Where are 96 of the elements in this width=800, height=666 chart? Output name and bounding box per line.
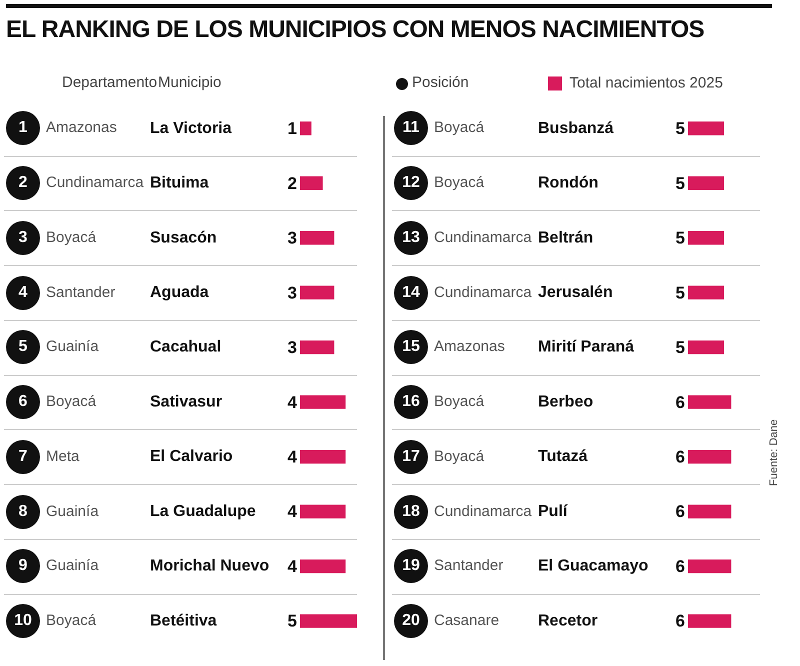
data-label: 4 (288, 556, 298, 576)
text: Guainía (46, 338, 99, 356)
y-tick-label: Berbeo (538, 393, 594, 410)
data-label: 5 (676, 228, 685, 248)
y-tick-label: Betéitiva (150, 612, 217, 630)
data-label: 2 (288, 174, 297, 193)
text: Cundinamarca (46, 174, 144, 192)
text: 12 (394, 166, 428, 200)
text: 8 (6, 494, 40, 529)
text: 4 (6, 276, 40, 310)
data-label: 4 (288, 392, 298, 412)
bar (300, 614, 357, 628)
data-label: 3 (288, 228, 297, 248)
bar (300, 340, 334, 354)
text: Cundinamarca (434, 502, 532, 520)
text: Amazonas (46, 119, 117, 136)
text: Guainía (46, 502, 99, 520)
y-tick-label: La Guadalupe (150, 502, 256, 520)
text: 7 (6, 440, 40, 474)
text: 19 (394, 549, 428, 584)
y-tick-label: Mirití Paraná (538, 338, 634, 356)
data-label: 1 (288, 119, 297, 138)
y-tick-label: Morichal Nuevo (150, 558, 270, 575)
text: Meta (46, 448, 80, 465)
bar (300, 286, 334, 300)
text: Santander (434, 557, 504, 574)
data-label: 5 (676, 119, 685, 138)
legend-label: Total nacimientos 2025 (570, 74, 723, 92)
text: 6 (6, 385, 40, 420)
text: 20 (394, 604, 428, 638)
y-tick-label: Recetor (538, 612, 598, 630)
text: 11 (394, 111, 428, 146)
text: Cundinamarca (434, 228, 532, 246)
y-tick-label: Busbanzá (538, 120, 614, 137)
text: Boyacá (434, 448, 484, 465)
bar (300, 231, 334, 245)
y-tick-label: Tutazá (538, 448, 588, 466)
y-tick-label: Bituima (150, 174, 209, 192)
bar (300, 450, 346, 464)
text: Boyacá (46, 228, 96, 246)
text: 5 (6, 330, 40, 364)
bar (300, 395, 346, 409)
text: Cundinamarca (434, 284, 532, 301)
data-label: 4 (288, 447, 298, 466)
data-label: 3 (288, 338, 297, 358)
text: 9 (6, 549, 40, 584)
text: Amazonas (434, 338, 505, 356)
bar (300, 504, 346, 518)
text: 1 (6, 111, 40, 146)
data-label: 3 (288, 283, 297, 302)
y-tick-label: Aguada (150, 284, 209, 301)
y-tick-label: Jerusalén (538, 284, 613, 301)
y-tick-label: Rondón (538, 174, 598, 192)
text: Boyacá (434, 393, 484, 410)
data-label: 4 (288, 502, 298, 522)
data-label: 6 (676, 447, 685, 466)
y-tick-label: Beltrán (538, 229, 594, 246)
text: Santander (46, 284, 116, 301)
text: 3 (6, 220, 40, 255)
data-label: 6 (676, 502, 685, 522)
y-tick-label: El Calvario (150, 448, 233, 466)
data-label: 6 (676, 556, 685, 576)
data-label: 6 (676, 612, 685, 631)
y-tick-label: El Guacamayo (538, 558, 648, 575)
text: Boyacá (434, 119, 484, 136)
text: 18 (394, 494, 428, 529)
data-label: 5 (676, 174, 685, 193)
source-note: Fuente: Dane (768, 419, 780, 486)
bar (300, 176, 323, 190)
text: Municipio (158, 74, 222, 90)
text: Guainía (46, 557, 99, 574)
y-tick-label: Cacahual (150, 338, 222, 356)
data-label: 5 (676, 283, 685, 302)
text: 13 (394, 220, 428, 255)
data-label: 6 (676, 392, 685, 412)
text: 17 (394, 440, 428, 474)
y-tick-label: Pulí (538, 502, 568, 520)
text: Boyacá (46, 393, 96, 410)
data-label: 5 (676, 338, 685, 358)
text: 16 (394, 385, 428, 420)
y-tick-label: Sativasur (150, 393, 222, 410)
text: 15 (394, 330, 428, 364)
y-tick-label: Susacón (150, 229, 217, 246)
chart-title: EL RANKING DE LOS MUNICIPIOS CON MENOS NACIMIENTOS (6, 16, 704, 44)
text: Boyacá (434, 174, 484, 192)
bar (300, 559, 346, 574)
text: 10 (6, 604, 40, 638)
data-label: 5 (288, 612, 297, 631)
text: Boyacá (46, 612, 96, 630)
text: 2 (6, 166, 40, 200)
text: Posición (412, 74, 469, 90)
bar (300, 122, 312, 136)
y-tick-label: La Victoria (150, 120, 232, 137)
text: Departamento (62, 74, 158, 90)
text: 14 (394, 276, 428, 310)
text: Casanare (434, 612, 500, 630)
